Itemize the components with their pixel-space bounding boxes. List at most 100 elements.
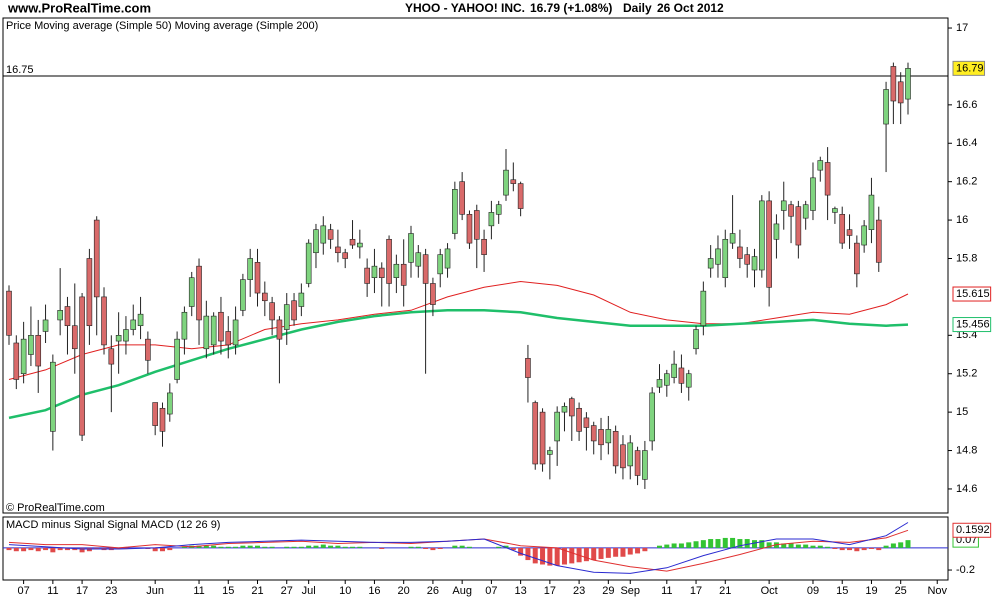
candle-body <box>137 313 144 327</box>
histogram-bar <box>86 547 92 552</box>
candle-body <box>79 296 85 436</box>
histogram-bar <box>284 546 290 548</box>
x-tick-label: Aug <box>452 585 472 597</box>
histogram-bar <box>737 539 743 548</box>
candle-body <box>291 300 297 321</box>
candle-body <box>232 319 239 346</box>
candle-body <box>678 367 685 384</box>
histogram-bar <box>554 547 560 566</box>
histogram-bar <box>452 545 458 548</box>
histogram-bar <box>328 545 334 548</box>
candle-body <box>101 296 107 346</box>
x-tick-label: 17 <box>76 585 88 597</box>
histogram-bar <box>839 547 845 551</box>
candle-body <box>664 373 670 386</box>
candle-body <box>590 425 597 442</box>
y-tick-label: 16.2 <box>956 176 977 188</box>
y-tick-label: 17 <box>956 22 968 34</box>
candle-body <box>364 267 370 284</box>
legend-label: Signal <box>107 519 138 531</box>
candle-body <box>729 233 736 244</box>
y-tick-label: 14.6 <box>956 483 977 495</box>
candle-body <box>773 223 780 240</box>
moving-average-line <box>8 309 909 420</box>
histogram-bar <box>817 545 823 548</box>
candle-body <box>510 179 517 184</box>
histogram-bar <box>423 547 429 549</box>
last-value-box <box>952 522 992 538</box>
histogram-bar <box>518 547 524 556</box>
legend-label: Price <box>6 20 31 32</box>
x-tick-label: Nov <box>927 585 947 597</box>
candle-body <box>218 311 224 342</box>
histogram-bar <box>43 547 49 551</box>
candle-body <box>576 407 582 432</box>
histogram-bar <box>532 547 538 564</box>
candle-body <box>554 411 560 442</box>
candle-body <box>174 338 180 380</box>
last-value-label: 16.79 <box>956 62 984 74</box>
histogram-bar <box>35 547 41 552</box>
price-panel <box>2 17 949 514</box>
candle-body <box>671 363 677 378</box>
macd-line <box>8 522 909 574</box>
histogram-bar <box>313 545 319 548</box>
histogram-bar <box>320 544 326 548</box>
histogram-bar <box>240 545 246 548</box>
candle-body <box>28 335 34 355</box>
site-name: www.ProRealTime.com <box>7 0 151 15</box>
candle-body <box>108 348 115 365</box>
histogram-bar <box>116 547 122 549</box>
candle-body <box>430 283 436 305</box>
histogram-bar <box>854 547 860 552</box>
candle-body <box>93 219 100 298</box>
histogram-bar <box>437 547 443 549</box>
candle-body <box>766 200 772 288</box>
histogram-bar <box>744 539 750 548</box>
histogram-bar <box>613 547 619 557</box>
legend-label: Moving average (Simple 50) <box>34 20 172 32</box>
legend-label: MACD (12 26 9) <box>141 519 220 531</box>
candle-body <box>152 402 158 426</box>
candle-body <box>488 212 495 227</box>
histogram-bar <box>547 547 553 566</box>
candle-body <box>57 310 63 321</box>
candle-body <box>700 290 707 327</box>
histogram-bar <box>13 547 19 552</box>
candle-body <box>408 233 414 263</box>
x-tick-label: 23 <box>105 585 117 597</box>
candle-body <box>262 292 268 302</box>
candle-body <box>897 81 904 104</box>
x-tick-label: Sep <box>620 585 640 597</box>
histogram-bar <box>211 545 217 548</box>
candle-body <box>196 265 202 321</box>
candle-body <box>832 208 838 213</box>
x-tick-label: 23 <box>573 585 585 597</box>
candle-body <box>795 206 802 246</box>
histogram-bar <box>583 547 589 562</box>
histogram-bar <box>525 547 531 561</box>
histogram-bar <box>861 547 867 551</box>
candle-body <box>86 258 93 327</box>
y-tick-label: -0.2 <box>956 564 975 576</box>
histogram-bar <box>781 543 787 548</box>
candle-body <box>846 229 853 236</box>
last-value-box <box>952 317 992 333</box>
candle-body <box>393 263 400 278</box>
candle-body <box>568 398 575 417</box>
histogram-bar <box>218 546 224 548</box>
histogram-bar <box>225 546 231 548</box>
candle-body <box>525 358 531 378</box>
histogram-bar <box>591 547 597 561</box>
histogram-bar <box>795 544 801 548</box>
histogram-bar <box>335 545 341 548</box>
candle-body <box>839 214 846 244</box>
histogram-bar <box>6 547 12 551</box>
candle-body <box>298 292 305 307</box>
candle-body <box>35 335 42 367</box>
histogram-bar <box>627 547 633 555</box>
histogram-bar <box>79 547 85 553</box>
candle-body <box>50 361 56 432</box>
histogram-bar <box>700 540 706 548</box>
histogram-bar <box>152 547 158 552</box>
